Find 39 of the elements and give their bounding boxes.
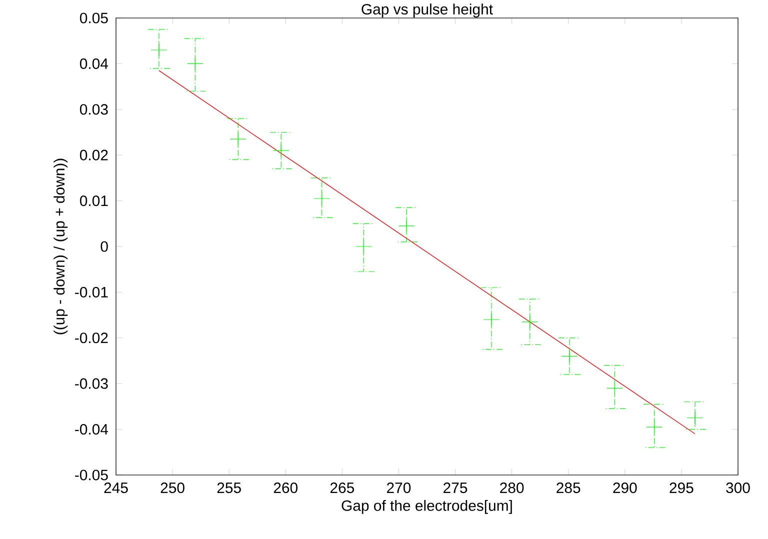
y-tick-label: 0.05 xyxy=(80,12,108,24)
y-tick-label: -0.05 xyxy=(75,470,108,480)
y-tick-label: 0.03 xyxy=(80,104,108,115)
point xyxy=(272,142,290,159)
x-tick-label: 270 xyxy=(387,482,411,494)
chart-title: Gap vs pulse height xyxy=(362,4,493,18)
x-tick-label: 300 xyxy=(726,482,750,494)
point xyxy=(398,218,415,234)
x-axis-title: Gap of the electrodes[um] xyxy=(342,500,512,514)
y-tick-label: -0.03 xyxy=(75,378,108,389)
x-tick-label: 285 xyxy=(556,482,580,494)
x-tick-label: 275 xyxy=(444,482,468,494)
point xyxy=(561,348,578,364)
x-tick-label: 265 xyxy=(330,482,354,494)
y-tick-label: 0.01 xyxy=(80,196,108,206)
y-tick-label: 0.04 xyxy=(80,58,108,69)
x-tick-label: 280 xyxy=(500,482,524,494)
point xyxy=(186,55,204,72)
x-tick-label: 245 xyxy=(104,482,128,494)
point xyxy=(606,380,624,396)
y-tick-label: 0.02 xyxy=(80,150,108,160)
y-tick-label: -0.04 xyxy=(75,424,108,435)
point xyxy=(522,314,538,330)
x-tick-label: 250 xyxy=(160,482,184,494)
y-tick-label: -0.01 xyxy=(75,286,108,298)
point xyxy=(646,418,663,436)
x-tick-label: 255 xyxy=(217,482,241,494)
y-axis-title: ((up - down) / (up + down)) xyxy=(54,158,68,334)
point xyxy=(150,42,168,58)
point xyxy=(314,190,330,207)
y-tick-label: 0 xyxy=(100,241,108,252)
y-tick-label: -0.02 xyxy=(75,332,108,344)
x-tick-label: 260 xyxy=(274,482,298,494)
x-tick-label: 290 xyxy=(613,482,637,494)
point xyxy=(355,238,372,255)
x-tick-label: 295 xyxy=(670,482,694,494)
point xyxy=(230,130,246,148)
point xyxy=(483,311,500,328)
point xyxy=(686,410,704,426)
